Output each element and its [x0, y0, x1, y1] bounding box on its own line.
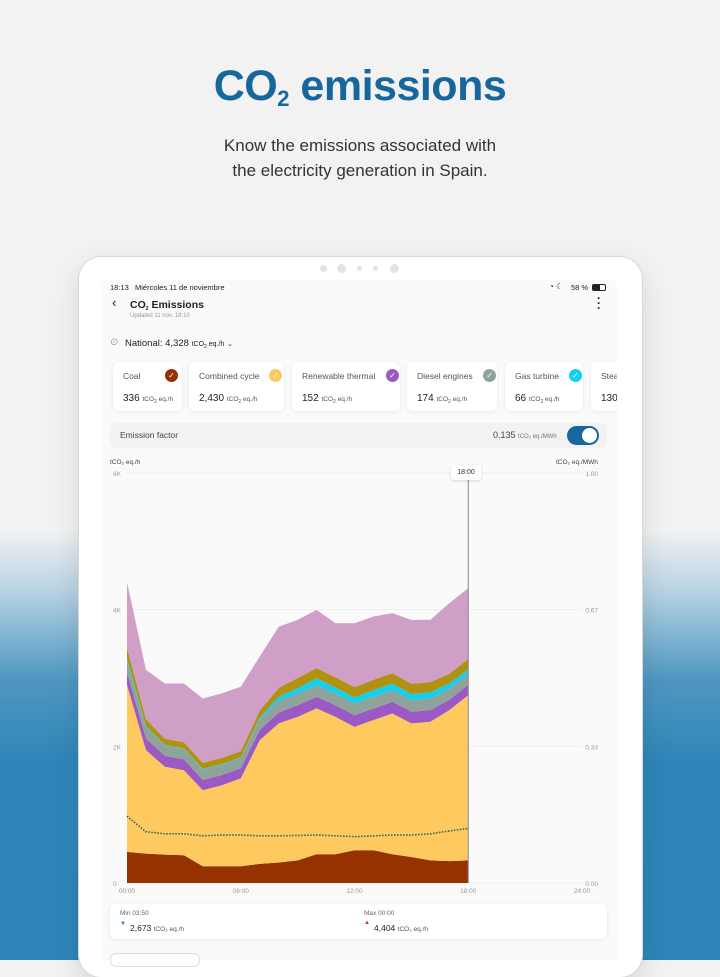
stacked-area-chart: 0 0.00 2K 0.33 4K 0.67 6K 1.00 00:00 06:00 12:00 18…: [113, 471, 598, 895]
hero-subtitle-line-1: Know the emissions associated with: [223, 136, 497, 155]
card-label: Gas turbine: [515, 371, 559, 381]
emission-factor-label: Emission factor: [120, 430, 179, 440]
chevron-down-icon: ⌄: [226, 341, 233, 348]
source-card-3[interactable]: Diesel engines ✓ 174 tCO2 eq./h: [407, 362, 497, 411]
region-selector[interactable]: National: 4,328 tCO2 eq./h ⌄: [125, 338, 233, 350]
source-card-1[interactable]: Combined cycle ✓ 2,430 tCO2 eq./h: [189, 362, 284, 411]
source-card-4[interactable]: Gas turbine ✓ 66 tCO2 eq./h: [505, 362, 583, 411]
location-pin-icon: ⊙: [110, 337, 119, 348]
source-card-2[interactable]: Renewable thermal ✓ 152 tCO2 eq./h: [292, 362, 400, 411]
source-card-0[interactable]: Coal ✓ 336 tCO2 eq./h: [113, 362, 182, 411]
min-value: 2,673 tCO₂ eq./h: [130, 923, 184, 933]
chart-area: tCO₂ eq./h tCO₂ eq./MWh 0 0.00 2K 0.33 4K 0.6…: [101, 450, 617, 967]
camera-dot: [337, 264, 346, 273]
card-value: 66 tCO2 eq./h: [515, 393, 560, 405]
max-label: Max 00:00: [364, 910, 395, 917]
checkmark-icon[interactable]: ✓: [386, 369, 399, 382]
up-triangle-icon: ▲: [364, 920, 370, 926]
checkmark-icon[interactable]: ✓: [483, 369, 496, 382]
hero-title: CO2 emissions: [213, 62, 507, 111]
emission-factor-toggle[interactable]: [567, 426, 599, 445]
card-label: Combined cycle: [199, 371, 260, 381]
wifi-icon: ◔ ☾: [549, 282, 564, 291]
y2-tick-label: 0.67: [585, 608, 598, 615]
x-tick-label: 18:00: [460, 888, 477, 895]
card-label: Diesel engines: [417, 371, 473, 381]
bottom-chip[interactable]: [110, 953, 200, 967]
y-tick-label: 0: [113, 881, 117, 888]
page-title: CO2 Emissions: [130, 299, 204, 312]
updated-timestamp: Updated 11 nov. 18:10: [130, 313, 190, 319]
battery-icon: [592, 284, 606, 291]
card-label: Steam turbine: [601, 371, 617, 381]
checkmark-icon[interactable]: ✓: [165, 369, 178, 382]
card-label: Renewable thermal: [302, 371, 376, 381]
area-series-unlabeled-6: [127, 582, 469, 763]
checkmark-icon[interactable]: ✓: [569, 369, 582, 382]
back-button[interactable]: ‹: [112, 295, 117, 310]
camera-dot: [390, 264, 399, 273]
y-tick-label: 6K: [113, 471, 122, 478]
card-value: 2,430 tCO2 eq./h: [199, 393, 258, 405]
down-triangle-icon: ▼: [120, 921, 126, 927]
card-value: 152 tCO2 eq./h: [302, 393, 353, 405]
y-tick-label: 2K: [113, 744, 122, 751]
card-value: 130 tCO2 eq./h: [601, 393, 617, 404]
area-series-combined-cycle: [127, 684, 469, 867]
camera-dot: [373, 266, 378, 271]
right-axis-label: tCO₂ eq./MWh: [556, 459, 598, 466]
camera-dot: [320, 265, 327, 272]
y2-tick-label: 0.33: [585, 744, 598, 751]
status-date: Miércoles 11 de noviembre: [135, 283, 225, 292]
min-label: Min 03:50: [120, 910, 149, 917]
x-tick-label: 00:00: [119, 888, 136, 895]
card-value: 336 tCO2 eq./h: [123, 393, 174, 405]
area-series-unlabeled-5: [127, 647, 469, 769]
status-time: 18:13: [110, 283, 129, 292]
hero-subtitle-line-2: the electricity generation in Spain.: [232, 161, 488, 180]
y2-tick-label: 0.00: [585, 881, 598, 888]
battery-level: 58 %: [571, 283, 589, 292]
x-tick-label: 06:00: [233, 888, 250, 895]
emission-factor-value: 0.135 tCO₂ eq./MWh: [493, 430, 557, 440]
card-value: 174 tCO2 eq./h: [417, 393, 468, 405]
x-tick-label: 24:00: [574, 888, 591, 895]
more-options-icon[interactable]: · · ·: [597, 291, 601, 315]
source-card-5[interactable]: Steam turbine ✓ 130 tCO2 eq./h: [591, 362, 617, 411]
area-series-coal: [127, 850, 469, 883]
max-value: 4,404 tCO₂ eq./h: [374, 923, 428, 933]
cursor-time-tooltip: 18:00: [451, 465, 481, 480]
camera-dot: [357, 266, 362, 271]
checkmark-icon[interactable]: ✓: [269, 369, 282, 382]
card-label: Coal: [123, 371, 141, 381]
min-max-summary: Min 03:50 ▼ 2,673 tCO₂ eq./h Max 00:00 ▲…: [110, 904, 607, 939]
left-axis-label: tCO₂ eq./h: [110, 459, 141, 466]
y2-tick-label: 1.00: [585, 471, 598, 478]
x-tick-label: 12:00: [346, 888, 363, 895]
y-tick-label: 4K: [113, 608, 122, 615]
emission-factor-row: [110, 423, 607, 448]
